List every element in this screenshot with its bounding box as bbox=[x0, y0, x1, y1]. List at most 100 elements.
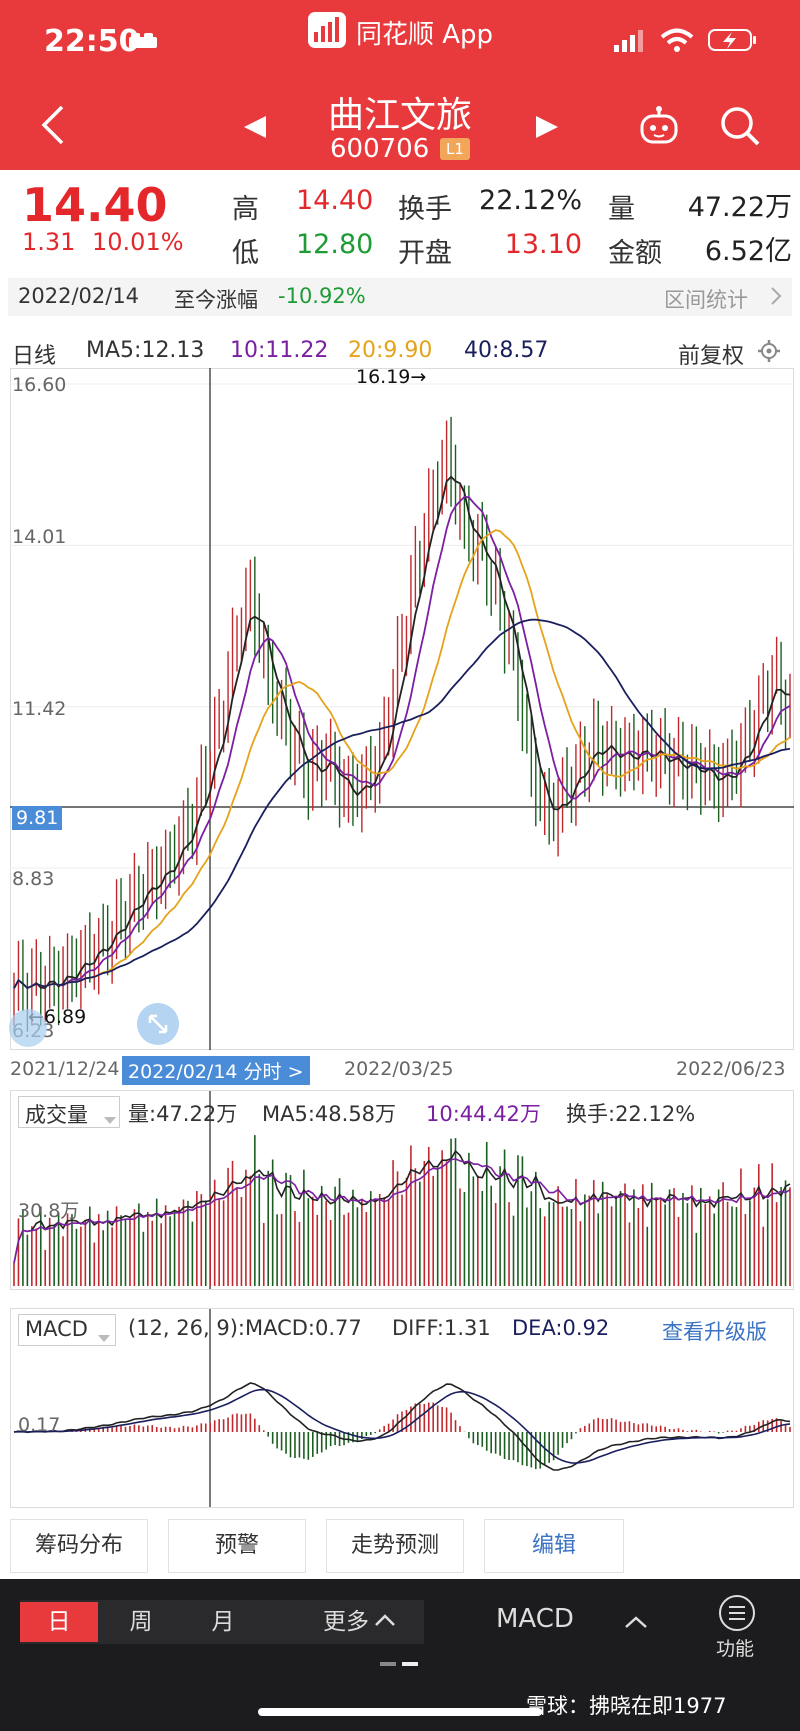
back-button[interactable] bbox=[40, 104, 66, 150]
page-dot-active bbox=[402, 1662, 418, 1666]
macd-selector[interactable]: MACD bbox=[18, 1314, 116, 1346]
range-label: 至今涨幅 bbox=[174, 288, 258, 312]
upgrade-link[interactable]: 查看升级版 bbox=[662, 1320, 767, 1344]
expand-icon[interactable] bbox=[136, 1002, 180, 1050]
kline-frame bbox=[10, 368, 794, 1050]
macd-dea-line bbox=[13, 1388, 791, 1464]
home-indicator bbox=[258, 1708, 542, 1716]
x-end-date: 2022/06/23 bbox=[676, 1058, 786, 1080]
collapse-icon[interactable] bbox=[8, 1008, 48, 1052]
y-tick-2: 14.01 bbox=[12, 526, 67, 548]
price-change: 1.31 bbox=[22, 228, 76, 256]
caret-down-icon bbox=[98, 1328, 110, 1347]
amount-label: 金额 bbox=[608, 238, 662, 269]
wifi-icon bbox=[660, 28, 694, 56]
macd-dea: DEA:0.92 bbox=[512, 1316, 610, 1340]
high-label: 高 bbox=[232, 194, 259, 225]
adjust-selector[interactable]: 前复权 bbox=[678, 344, 745, 369]
function-label[interactable]: 功能 bbox=[716, 1638, 755, 1660]
volume-ma5: MA5:48.58万 bbox=[262, 1102, 397, 1126]
ma20-value: 20:9.90 bbox=[348, 338, 433, 363]
volume-frame bbox=[10, 1090, 794, 1290]
last-price: 14.40 bbox=[22, 178, 168, 232]
chevron-right-icon bbox=[770, 286, 782, 311]
macd-frame bbox=[10, 1308, 794, 1508]
turnover-value: 22.12% bbox=[479, 185, 582, 216]
app-logo-icon bbox=[308, 12, 346, 48]
tab-more[interactable]: 更多 bbox=[323, 1609, 369, 1635]
interval-stats-link[interactable]: 区间统计 bbox=[664, 288, 748, 312]
y-tick-3: 11.42 bbox=[12, 698, 67, 720]
app-name: 同花顺 App bbox=[356, 20, 494, 50]
caret-down-icon bbox=[104, 1110, 116, 1129]
search-icon[interactable] bbox=[718, 104, 762, 152]
period-label[interactable]: 日线 bbox=[12, 344, 57, 369]
ma-line-20 bbox=[13, 529, 791, 990]
status-time: 22:50 bbox=[44, 24, 140, 59]
gear-icon[interactable] bbox=[758, 340, 780, 368]
volume-ma-line bbox=[13, 1158, 791, 1264]
price-change-pct: 10.01% bbox=[92, 228, 184, 256]
macd-diff-line bbox=[13, 1382, 791, 1471]
ma40-value: 40:8.57 bbox=[464, 338, 549, 363]
ma-line-5 bbox=[13, 475, 791, 990]
high-value: 14.40 bbox=[296, 185, 374, 216]
macd-diff: DIFF:1.31 bbox=[392, 1316, 491, 1340]
tab-month[interactable]: 月 bbox=[211, 1609, 235, 1635]
open-value: 13.10 bbox=[504, 229, 582, 260]
volume-label: 量 bbox=[608, 194, 635, 225]
watermark: 雪球：拂晓在即1977 bbox=[526, 1694, 727, 1718]
y-tick-1: 16.60 bbox=[12, 374, 67, 396]
header: 22:50 同花顺 App 曲江文旅 600706 L1 bbox=[0, 0, 800, 170]
volume-value: 量:47.22万 bbox=[128, 1102, 238, 1126]
cursor-date-button[interactable]: 2022/02/14 分时 > bbox=[122, 1056, 310, 1085]
macd-y-tick: 0.17 bbox=[18, 1414, 61, 1436]
range-bar: 2022/02/14 至今涨幅 -10.92% 区间统计 bbox=[8, 278, 792, 316]
volume-y-tick: 30.8万 bbox=[18, 1200, 80, 1222]
range-date: 2022/02/14 bbox=[18, 284, 140, 308]
max-price-label: 16.19→ bbox=[356, 366, 427, 388]
low-value: 12.80 bbox=[296, 229, 374, 260]
stock-name: 曲江文旅 bbox=[327, 95, 472, 136]
macd-selector-label: MACD bbox=[25, 1317, 88, 1341]
function-menu-icon[interactable] bbox=[718, 1594, 756, 1636]
range-value: -10.92% bbox=[278, 284, 366, 308]
level-badge: L1 bbox=[440, 138, 470, 160]
sleep-icon bbox=[128, 32, 158, 50]
edit-button[interactable]: 编辑 bbox=[484, 1519, 624, 1573]
alert-button[interactable]: 预警 bbox=[168, 1519, 306, 1573]
next-stock-button[interactable] bbox=[534, 114, 560, 144]
signal-icon bbox=[614, 30, 644, 56]
chevron-up-icon[interactable] bbox=[624, 1614, 648, 1633]
page-dot bbox=[380, 1662, 396, 1666]
indicator-tab[interactable]: MACD bbox=[496, 1604, 574, 1634]
volume-value: 47.22万 bbox=[687, 192, 792, 223]
stock-code: 600706 bbox=[330, 134, 430, 164]
prev-stock-button[interactable] bbox=[242, 114, 268, 144]
tab-day[interactable]: 日 bbox=[20, 1602, 98, 1642]
ma-line-40 bbox=[13, 618, 791, 990]
volume-selector-label: 成交量 bbox=[25, 1103, 88, 1127]
x-start-date: 2021/12/24 bbox=[10, 1058, 120, 1080]
open-label: 开盘 bbox=[398, 238, 452, 269]
amount-value: 6.52亿 bbox=[704, 236, 792, 267]
trend-forecast-button[interactable]: 走势预测 bbox=[326, 1519, 464, 1573]
turnover-label: 换手 bbox=[398, 194, 452, 225]
chevron-up-icon[interactable] bbox=[374, 1612, 396, 1631]
x-mid-date: 2022/03/25 bbox=[344, 1058, 454, 1080]
battery-icon bbox=[708, 28, 758, 56]
y-tick-4: 8.83 bbox=[12, 868, 55, 890]
ma5-value: MA5:12.13 bbox=[86, 338, 205, 363]
chip-distribution-button[interactable]: 筹码分布 bbox=[10, 1519, 148, 1573]
volume-selector[interactable]: 成交量 bbox=[18, 1096, 120, 1128]
tab-week[interactable]: 周 bbox=[129, 1609, 153, 1635]
volume-ma10: 10:44.42万 bbox=[426, 1102, 541, 1126]
macd-params: (12, 26, 9):MACD:0.77 bbox=[128, 1316, 362, 1340]
ma10-value: 10:11.22 bbox=[230, 338, 329, 363]
robot-assistant-icon[interactable] bbox=[638, 106, 680, 150]
low-label: 低 bbox=[232, 238, 259, 269]
volume-turnover: 换手:22.12% bbox=[566, 1102, 696, 1126]
cursor-price-tag: 9.81 bbox=[12, 806, 63, 830]
